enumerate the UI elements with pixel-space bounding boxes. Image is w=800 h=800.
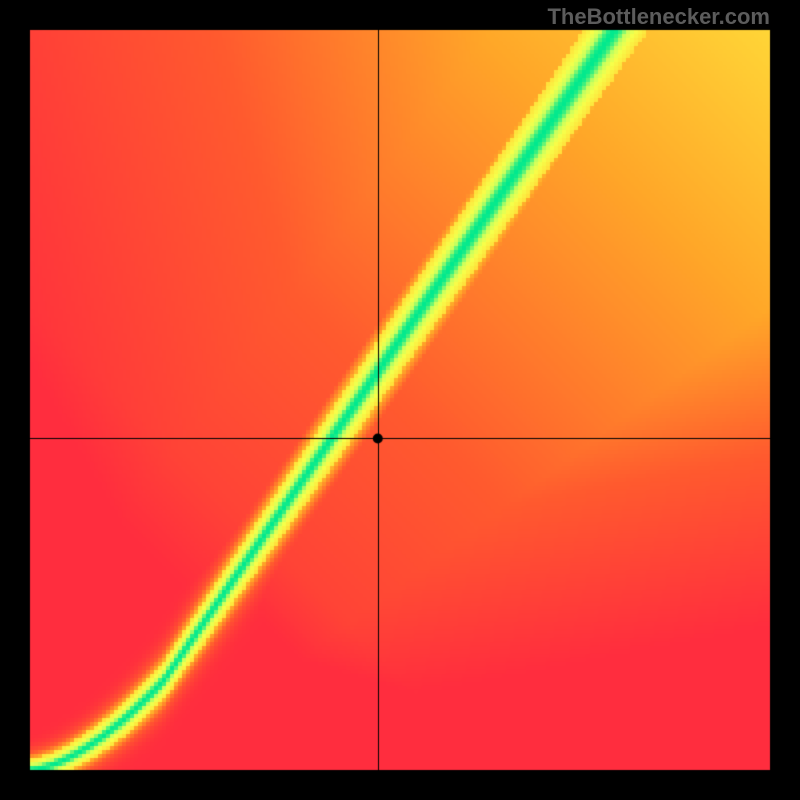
heatmap-canvas [0,0,800,800]
chart-container: TheBottlenecker.com [0,0,800,800]
watermark-text: TheBottlenecker.com [547,4,770,30]
